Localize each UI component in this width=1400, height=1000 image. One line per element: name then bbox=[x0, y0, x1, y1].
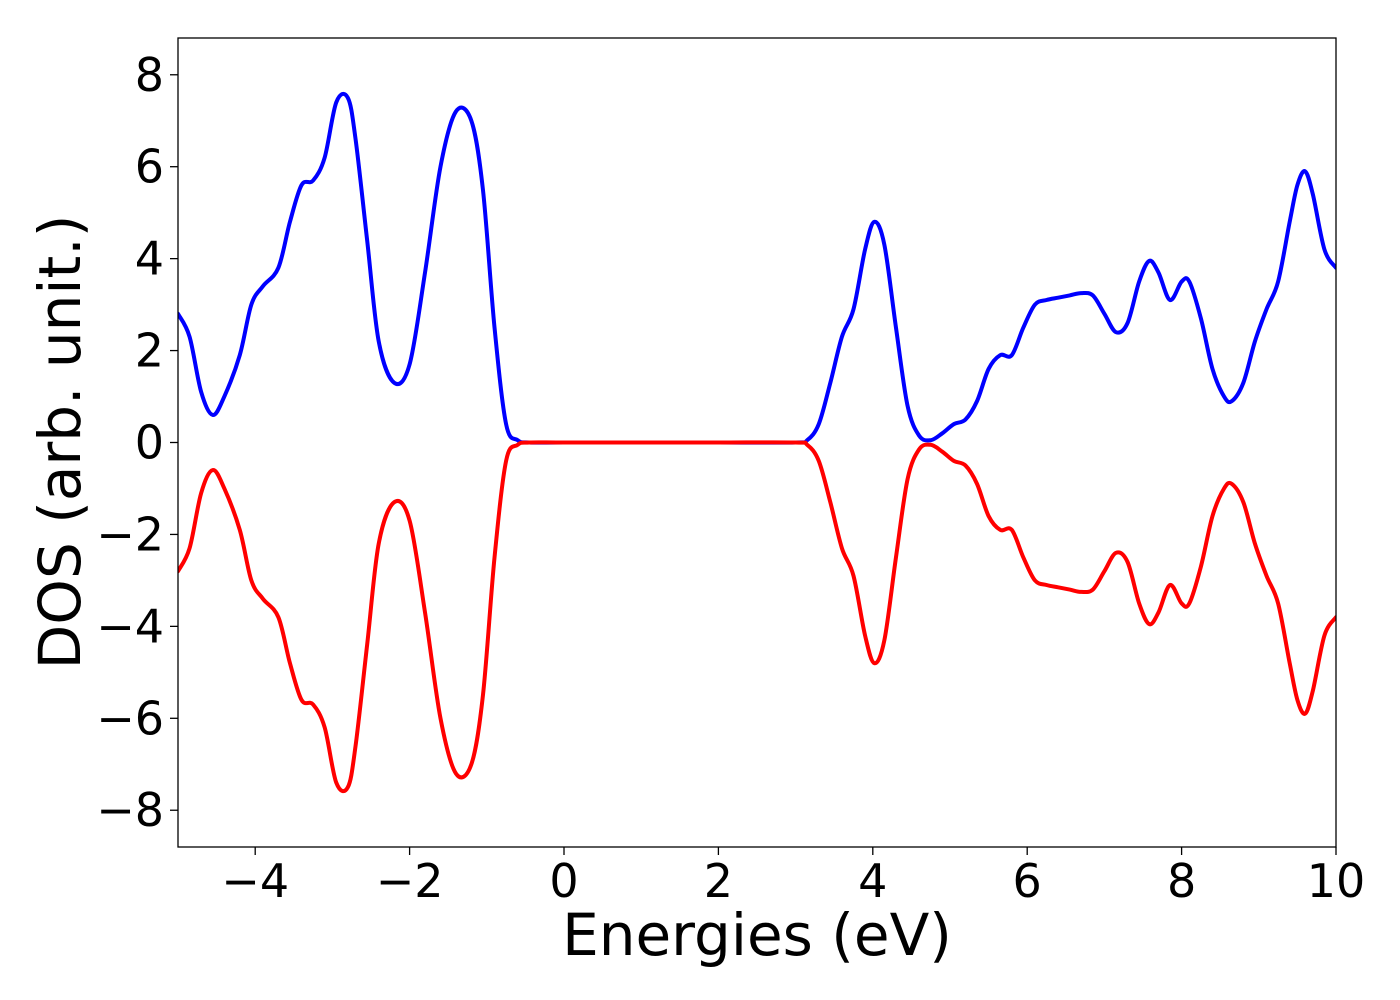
dos-series-red-line bbox=[178, 440, 1336, 794]
x-axis-label: Energies (eV) bbox=[562, 901, 952, 969]
y-axis: −8 −6 −4 −2 0 2 4 6 8 bbox=[96, 48, 178, 837]
x-tick-label: −2 bbox=[376, 854, 444, 908]
x-tick-label: 0 bbox=[549, 854, 578, 908]
x-tick-label: 2 bbox=[704, 854, 733, 908]
y-tick-label: −6 bbox=[96, 691, 164, 745]
y-tick-label: 0 bbox=[135, 416, 164, 470]
x-axis: −4 −2 0 2 4 6 8 10 bbox=[221, 847, 1365, 908]
dos-series-blue-line bbox=[178, 91, 1336, 445]
y-tick-label: −8 bbox=[96, 783, 164, 837]
y-tick-label: 2 bbox=[135, 324, 164, 378]
x-tick-label: 4 bbox=[858, 854, 887, 908]
x-tick-label: 10 bbox=[1307, 854, 1366, 908]
y-tick-label: −4 bbox=[96, 599, 164, 653]
series-layer bbox=[178, 91, 1336, 794]
x-tick-label: −4 bbox=[221, 854, 289, 908]
y-axis-label: DOS (arb. unit.) bbox=[26, 215, 94, 670]
y-tick-label: 8 bbox=[135, 48, 164, 102]
x-tick-label: 6 bbox=[1013, 854, 1042, 908]
y-tick-label: 6 bbox=[135, 140, 164, 194]
x-tick-label: 8 bbox=[1167, 854, 1196, 908]
y-tick-label: 4 bbox=[135, 232, 164, 286]
y-tick-label: −2 bbox=[96, 507, 164, 561]
